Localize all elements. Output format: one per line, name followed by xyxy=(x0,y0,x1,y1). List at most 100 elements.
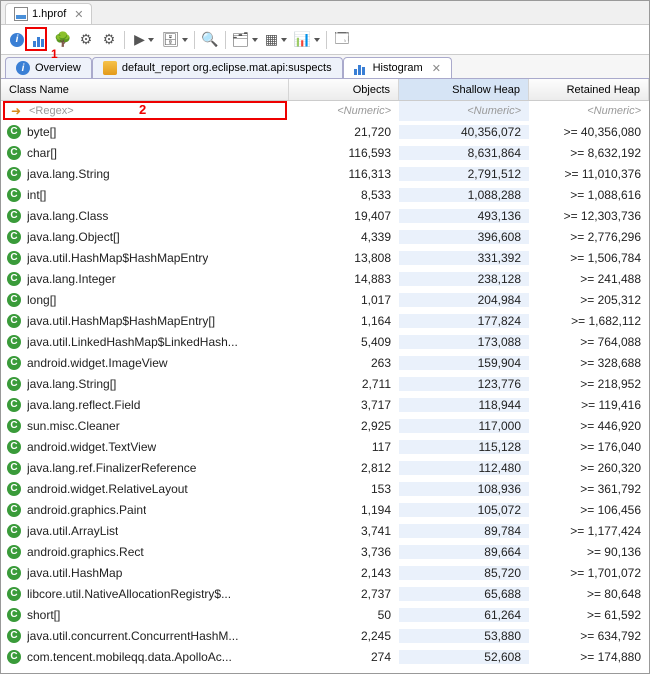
numeric-filter-cell[interactable]: <Numeric> xyxy=(529,101,649,121)
objects-cell: 1,194 xyxy=(289,503,399,517)
table-row[interactable]: Candroid.widget.TextView117115,128>= 176… xyxy=(1,436,649,457)
class-name-cell: char[] xyxy=(27,146,57,160)
class-icon: C xyxy=(7,503,21,517)
column-header-classname[interactable]: Class Name xyxy=(1,79,289,100)
shallow-heap-cell: 112,480 xyxy=(399,461,529,475)
column-header-shallow[interactable]: Shallow Heap xyxy=(399,79,529,100)
file-tab[interactable]: 1.hprof ✕ xyxy=(5,3,92,24)
retained-heap-cell: >= 328,688 xyxy=(529,356,649,370)
objects-cell: 1,164 xyxy=(289,314,399,328)
shallow-heap-cell: 105,072 xyxy=(399,503,529,517)
shallow-heap-cell: 118,944 xyxy=(399,398,529,412)
retained-heap-cell: >= 176,040 xyxy=(529,440,649,454)
table-row[interactable]: Cchar[]116,5938,631,864>= 8,632,192 xyxy=(1,142,649,163)
window-icon[interactable]: 🗔 xyxy=(332,30,352,50)
gear-icon[interactable]: ⚙ xyxy=(76,30,96,50)
table-row[interactable]: Cjava.lang.Integer14,883238,128>= 241,48… xyxy=(1,268,649,289)
class-name-cell: java.lang.Integer xyxy=(27,272,116,286)
tab-histogram[interactable]: Histogram ✕ xyxy=(343,57,452,78)
table-row[interactable]: Candroid.widget.ImageView263159,904>= 32… xyxy=(1,352,649,373)
table-row[interactable]: Cjava.util.LinkedHashMap$LinkedHash...5,… xyxy=(1,331,649,352)
objects-cell: 2,245 xyxy=(289,629,399,643)
table-row[interactable]: Cjava.util.HashMap$HashMapEntry[]1,16417… xyxy=(1,310,649,331)
retained-heap-cell: >= 11,010,376 xyxy=(529,167,649,181)
toolbar: i 🌳 ⚙ ⚙ ▶ 🗄 🔍 🗂 ▦ 📊 🗔 1 xyxy=(1,25,649,55)
objects-cell: 4,339 xyxy=(289,230,399,244)
class-name-cell: long[] xyxy=(27,293,56,307)
class-icon: C xyxy=(7,251,21,265)
table-row[interactable]: Clong[]1,017204,984>= 205,312 xyxy=(1,289,649,310)
table-row[interactable]: Cjava.lang.ref.FinalizerReference2,81211… xyxy=(1,457,649,478)
class-icon: C xyxy=(7,482,21,496)
table-row[interactable]: Cjava.util.HashMap2,14385,720>= 1,701,07… xyxy=(1,562,649,583)
numeric-filter-cell[interactable]: <Numeric> xyxy=(289,101,399,121)
close-icon[interactable]: ✕ xyxy=(74,8,83,21)
data-body: Cbyte[]21,72040,356,072>= 40,356,080Ccha… xyxy=(1,121,649,667)
stack-dropdown-icon[interactable]: 🗂 xyxy=(231,30,259,50)
numeric-filter-cell[interactable]: <Numeric> xyxy=(399,101,529,121)
shallow-heap-cell: 115,128 xyxy=(399,440,529,454)
table-row[interactable]: Cshort[]5061,264>= 61,592 xyxy=(1,604,649,625)
grid-dropdown-icon[interactable]: ▦ xyxy=(262,30,290,50)
column-header-retained[interactable]: Retained Heap xyxy=(529,79,649,100)
objects-cell: 3,741 xyxy=(289,524,399,538)
table-row[interactable]: Cjava.util.HashMap$HashMapEntry13,808331… xyxy=(1,247,649,268)
table-row[interactable]: Cjava.lang.String[]2,711123,776>= 218,95… xyxy=(1,373,649,394)
table-row[interactable]: Cbyte[]21,72040,356,072>= 40,356,080 xyxy=(1,121,649,142)
shallow-heap-cell: 2,791,512 xyxy=(399,167,529,181)
table-row[interactable]: Cjava.lang.reflect.Field3,717118,944>= 1… xyxy=(1,394,649,415)
class-icon: C xyxy=(7,629,21,643)
shallow-heap-cell: 40,356,072 xyxy=(399,125,529,139)
class-icon: C xyxy=(7,125,21,139)
retained-heap-cell: >= 1,682,112 xyxy=(529,314,649,328)
gear2-icon[interactable]: ⚙ xyxy=(99,30,119,50)
search-icon[interactable]: 🔍 xyxy=(200,30,220,50)
class-name-cell: int[] xyxy=(27,188,46,202)
shallow-heap-cell: 89,664 xyxy=(399,545,529,559)
shallow-heap-cell: 123,776 xyxy=(399,377,529,391)
table-row[interactable]: Cint[]8,5331,088,288>= 1,088,616 xyxy=(1,184,649,205)
table-row[interactable]: Cjava.lang.String 116,3132,791,512>= 11,0… xyxy=(1,163,649,184)
objects-cell: 116,593 xyxy=(289,146,399,160)
retained-heap-cell: >= 12,303,736 xyxy=(529,209,649,223)
separator xyxy=(124,31,125,49)
table-row[interactable]: Candroid.graphics.Rect3,73689,664>= 90,1… xyxy=(1,541,649,562)
column-header-objects[interactable]: Objects xyxy=(289,79,399,100)
retained-heap-cell: >= 764,088 xyxy=(529,335,649,349)
objects-cell: 263 xyxy=(289,356,399,370)
close-icon[interactable]: ✕ xyxy=(432,62,441,75)
table-row[interactable]: Cjava.util.ArrayList3,74189,784>= 1,177,… xyxy=(1,520,649,541)
table-row[interactable]: Csun.misc.Cleaner2,925117,000>= 446,920 xyxy=(1,415,649,436)
table-row[interactable]: Ccom.tencent.mobileqq.data.ApolloAc...27… xyxy=(1,646,649,667)
objects-cell: 2,812 xyxy=(289,461,399,475)
info-icon[interactable]: i xyxy=(7,30,27,50)
retained-heap-cell: >= 119,416 xyxy=(529,398,649,412)
table-row[interactable]: Candroid.widget.RelativeLayout153108,936… xyxy=(1,478,649,499)
class-name-cell: com.tencent.mobileqq.data.ApolloAc... xyxy=(27,650,232,664)
class-icon: C xyxy=(7,167,21,181)
table-row[interactable]: Candroid.graphics.Paint1,194105,072>= 10… xyxy=(1,499,649,520)
retained-heap-cell: >= 2,776,296 xyxy=(529,230,649,244)
run-dropdown-icon[interactable]: ▶ xyxy=(130,30,158,50)
objects-cell: 116,313 xyxy=(289,167,399,181)
tab-default-report[interactable]: default_report org.eclipse.mat.api:suspe… xyxy=(92,57,343,78)
chart-dropdown-icon[interactable]: 📊 xyxy=(293,30,321,50)
table-row[interactable]: Clibcore.util.NativeAllocationRegistry$.… xyxy=(1,583,649,604)
retained-heap-cell: >= 40,356,080 xyxy=(529,125,649,139)
histogram-icon[interactable] xyxy=(30,30,50,50)
table-row[interactable]: Cjava.util.concurrent.ConcurrentHashM...… xyxy=(1,625,649,646)
class-icon: C xyxy=(7,545,21,559)
shallow-heap-cell: 61,264 xyxy=(399,608,529,622)
class-name-cell: short[] xyxy=(27,608,60,622)
class-name-cell: android.graphics.Paint xyxy=(27,503,146,517)
table-row[interactable]: Cjava.lang.Class19,407493,136>= 12,303,7… xyxy=(1,205,649,226)
class-name-cell: android.graphics.Rect xyxy=(27,545,144,559)
shallow-heap-cell: 493,136 xyxy=(399,209,529,223)
objects-cell: 1,017 xyxy=(289,293,399,307)
class-icon: C xyxy=(7,146,21,160)
tab-overview[interactable]: i Overview xyxy=(5,57,92,78)
db-dropdown-icon[interactable]: 🗄 xyxy=(161,30,189,50)
table-row[interactable]: Cjava.lang.Object[]4,339396,608>= 2,776,… xyxy=(1,226,649,247)
class-name-cell: java.lang.String xyxy=(27,167,110,181)
shallow-heap-cell: 177,824 xyxy=(399,314,529,328)
